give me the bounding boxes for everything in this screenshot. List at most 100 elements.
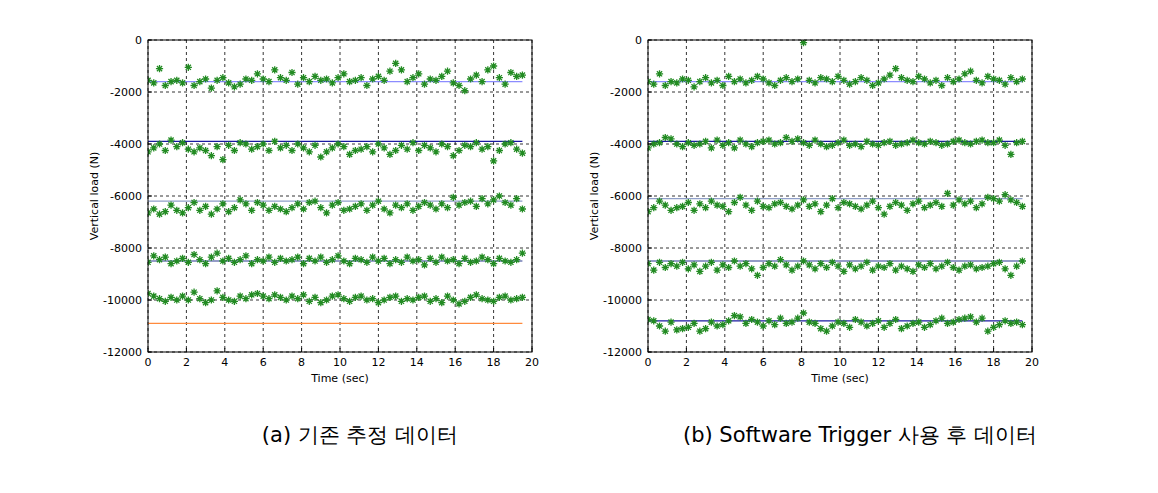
y-tick [148, 196, 152, 197]
data-group [648, 40, 1026, 335]
data-point [409, 74, 416, 81]
data-point [260, 140, 267, 147]
data-point [421, 81, 428, 88]
data-point [1019, 75, 1026, 82]
data-point [398, 142, 405, 149]
data-point [381, 144, 388, 151]
data-point [978, 315, 985, 322]
data-point [496, 147, 503, 154]
data-point [1019, 203, 1026, 210]
data-point [829, 78, 836, 85]
data-point [1007, 272, 1014, 279]
data-point [788, 319, 795, 326]
data-point [898, 140, 905, 147]
data-point [978, 264, 985, 271]
data-point [742, 202, 749, 209]
x-tick [724, 348, 725, 352]
x-tick [916, 348, 917, 352]
data-point [667, 135, 674, 142]
grid-line [955, 40, 956, 352]
data-point [306, 78, 313, 85]
data-point [375, 140, 382, 147]
data-point [185, 296, 192, 303]
data-point [323, 148, 330, 155]
data-point [679, 203, 686, 210]
data-point [283, 77, 290, 84]
data-point [679, 325, 686, 332]
data-point [265, 147, 272, 154]
data-point [811, 137, 818, 144]
data-point [467, 198, 474, 205]
data-point [685, 77, 692, 84]
y-tick-label: -12000 [103, 346, 142, 359]
data-point [237, 139, 244, 146]
grid-line [263, 40, 264, 352]
data-point [415, 203, 422, 210]
data-point [685, 324, 692, 331]
data-point [404, 254, 411, 261]
data-point [881, 75, 888, 82]
data-point [944, 320, 951, 327]
data-point [444, 257, 451, 264]
y-tick-label: -10000 [103, 294, 142, 307]
data-point [242, 75, 249, 82]
data-point [737, 137, 744, 144]
data-point [392, 293, 399, 300]
data-point [656, 139, 663, 146]
data-point [225, 255, 232, 262]
data-point [875, 317, 882, 324]
data-point [702, 204, 709, 211]
x-tick-label: 2 [683, 356, 690, 369]
data-point [242, 200, 249, 207]
data-point [788, 205, 795, 212]
data-point [334, 74, 341, 81]
data-point [760, 264, 767, 271]
grid-line [878, 40, 879, 352]
x-tick [801, 348, 802, 352]
data-point [702, 74, 709, 81]
data-point [714, 137, 721, 144]
data-point [817, 260, 824, 267]
data-point [783, 320, 790, 327]
data-point [938, 263, 945, 270]
data-point [398, 204, 405, 211]
x-tick [224, 348, 225, 352]
data-point [648, 144, 652, 151]
data-point [881, 139, 888, 146]
data-point [834, 73, 841, 80]
data-point [714, 267, 721, 274]
data-point [650, 267, 657, 274]
y-tick-label: -2000 [110, 86, 142, 99]
data-point [754, 319, 761, 326]
data-point [173, 143, 180, 150]
grid-line [224, 40, 225, 352]
data-point [208, 152, 215, 159]
y-tick [148, 40, 152, 41]
data-point [317, 153, 324, 160]
data-point [690, 320, 697, 327]
data-point [185, 204, 192, 211]
data-point [363, 296, 370, 303]
data-point [696, 78, 703, 85]
data-point [306, 199, 313, 206]
data-point [858, 143, 865, 150]
data-point [467, 75, 474, 82]
data-point [346, 78, 353, 85]
data-point [708, 198, 715, 205]
data-point [714, 322, 721, 329]
data-point [369, 254, 376, 261]
data-point [283, 142, 290, 149]
data-point [386, 294, 393, 301]
data-point [311, 142, 318, 149]
data-point [513, 73, 520, 80]
data-point [794, 75, 801, 82]
data-point [381, 205, 388, 212]
data-point [708, 144, 715, 151]
data-point [662, 202, 669, 209]
data-point [915, 198, 922, 205]
data-point [185, 259, 192, 266]
data-point [673, 326, 680, 333]
data-point [260, 202, 267, 209]
data-point [996, 321, 1003, 328]
data-point [886, 203, 893, 210]
